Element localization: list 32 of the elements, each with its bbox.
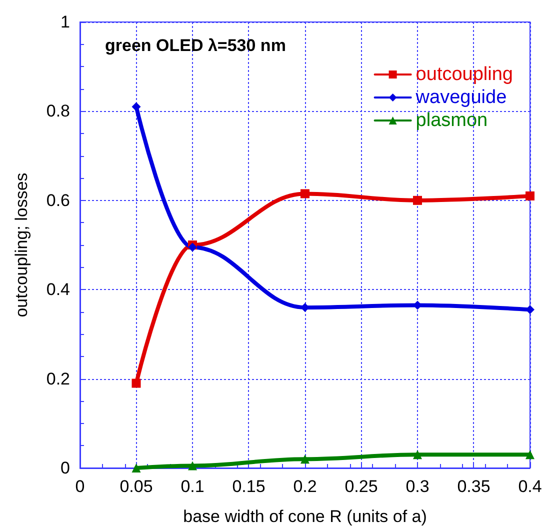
- x-tick-label: 0: [75, 477, 85, 496]
- point: [526, 450, 534, 460]
- x-tick-label: 0.05: [120, 477, 153, 496]
- y-tick-label: 1: [60, 12, 70, 32]
- x-tick-label: 0.2: [293, 477, 317, 496]
- point: [526, 191, 534, 200]
- point: [132, 378, 141, 388]
- point: [413, 450, 422, 460]
- x-tick-label: 0.25: [344, 477, 378, 496]
- point: [300, 189, 310, 198]
- x-tick-label: 0.35: [457, 477, 490, 496]
- y-tick-label: 0.6: [46, 190, 70, 210]
- y-tick-label: 0: [60, 458, 70, 478]
- x-tick-label: 0.4: [518, 477, 542, 496]
- y-tick-label: 0.8: [46, 102, 70, 121]
- point: [188, 461, 197, 470]
- point: [300, 454, 310, 464]
- legend-label: waveguide: [414, 87, 507, 108]
- x-tick-label: 0.15: [232, 477, 266, 496]
- point: [188, 242, 197, 252]
- legend-label: plasmon: [416, 110, 488, 131]
- point: [132, 464, 141, 472]
- x-tick-label: 0.3: [406, 477, 430, 496]
- y-axis-title: outcoupling; losses: [12, 172, 31, 318]
- x-tick-label: 0.1: [180, 477, 204, 496]
- legend-label: outcoupling: [416, 64, 514, 85]
- point: [413, 196, 422, 205]
- x-axis-title: base width of cone R (units of a): [183, 507, 427, 526]
- annotation: green OLED λ=530 nm: [105, 36, 286, 55]
- y-tick-label: 0.2: [46, 369, 70, 388]
- y-tick-label: 0.4: [46, 280, 70, 300]
- point: [132, 102, 141, 112]
